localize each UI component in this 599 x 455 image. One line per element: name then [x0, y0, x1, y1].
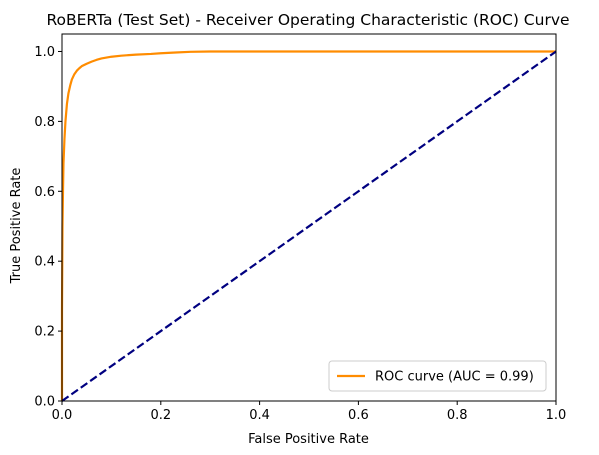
x-tick-label: 0.2 — [150, 408, 171, 423]
y-tick-label: 0.0 — [34, 395, 55, 410]
plot-area: 0.0 0.2 0.4 0.6 0.8 1.0 0.0 0.2 0.4 0.6 0.8 1.0 ROC … — [34, 33, 567, 423]
y-axis-title: True Positive Rate — [9, 168, 24, 285]
legend-label: ROC curve (AUC = 0.99) — [375, 370, 534, 385]
y-tick-label: 0.2 — [34, 325, 55, 340]
x-tick-label: 0.0 — [52, 408, 73, 423]
y-tick-label: 0.8 — [34, 115, 55, 130]
x-axis-title: False Positive Rate — [248, 432, 369, 447]
x-tick-label: 0.4 — [249, 408, 270, 423]
x-tick-label: 0.6 — [348, 408, 369, 423]
chart-title: RoBERTa (Test Set) - Receiver Operating … — [46, 11, 569, 29]
roc-curve-line — [60, 50, 556, 401]
y-tick-label: 1.0 — [34, 45, 55, 60]
plot-frame — [61, 33, 557, 402]
x-tick-label: 1.0 — [546, 408, 567, 423]
y-tick-label: 0.4 — [34, 255, 55, 270]
legend-box — [328, 360, 547, 392]
x-tick-label: 0.8 — [447, 408, 468, 423]
chance-diagonal-line — [61, 50, 557, 402]
y-tick-label: 0.6 — [34, 185, 55, 200]
